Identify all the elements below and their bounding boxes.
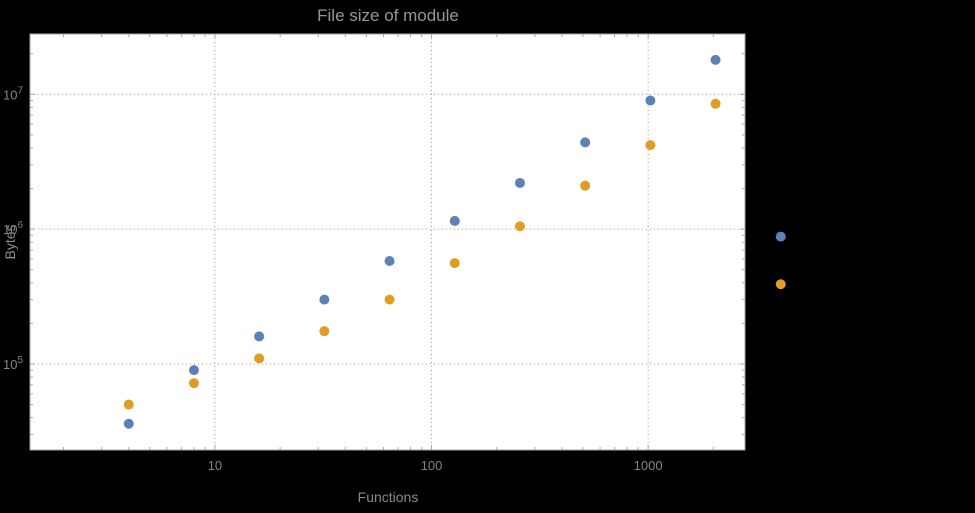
data-point-series-blue: [580, 137, 591, 148]
x-tick-label: 100: [421, 458, 443, 473]
y-tick-label: 105: [3, 355, 23, 372]
data-point-series-orange: [384, 294, 395, 305]
data-point-series-orange: [188, 378, 199, 389]
plot-area: [30, 34, 745, 450]
data-point-series-orange: [449, 258, 460, 269]
chart-title: File size of module: [317, 6, 459, 25]
data-point-series-blue: [645, 95, 656, 106]
data-point-series-blue: [188, 365, 199, 376]
data-point-series-blue: [123, 418, 134, 429]
data-point-series-blue: [710, 54, 721, 65]
x-tick-label: 1000: [634, 458, 663, 473]
data-point-series-orange: [319, 326, 330, 337]
y-tick-label: 107: [3, 85, 23, 102]
data-point-series-orange: [645, 140, 656, 151]
data-point-series-blue: [449, 215, 460, 226]
x-tick-label: 10: [208, 458, 222, 473]
data-point-series-orange: [254, 353, 265, 364]
data-point-series-blue: [514, 177, 525, 188]
data-point-series-orange: [710, 98, 721, 109]
data-point-series-blue: [775, 231, 786, 242]
data-point-series-orange: [775, 279, 786, 290]
data-point-series-blue: [319, 294, 330, 305]
y-axis-label: Bytes: [2, 224, 18, 260]
y-tick-label: 106: [3, 220, 23, 237]
data-point-series-orange: [580, 180, 591, 191]
data-point-series-orange: [123, 399, 134, 410]
x-axis-label: Functions: [357, 489, 419, 505]
data-point-series-blue: [384, 256, 395, 267]
data-point-series-orange: [514, 221, 525, 232]
data-point-series-blue: [254, 331, 265, 342]
